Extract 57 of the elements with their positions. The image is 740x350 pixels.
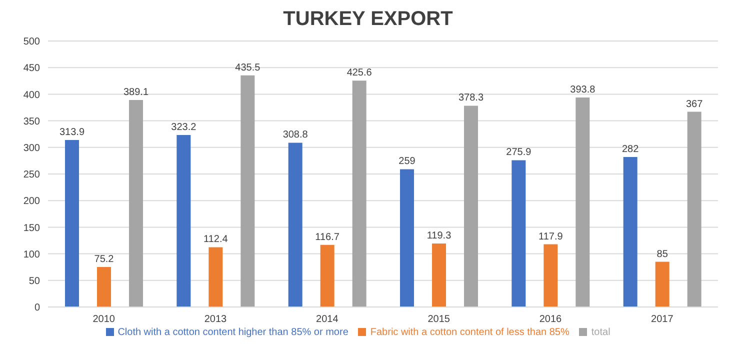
bar (512, 160, 526, 307)
bar (176, 135, 191, 307)
y-tick-label: 50 (28, 276, 40, 287)
data-label: 75.2 (94, 254, 114, 265)
data-label: 313.9 (59, 127, 85, 138)
data-label: 435.5 (235, 62, 261, 74)
legend-label: Cloth with a cotton content higher than 85% or more (118, 327, 348, 338)
y-tick-label: 400 (23, 90, 40, 101)
data-label: 116.7 (315, 232, 340, 243)
x-tick-label: 2017 (651, 314, 674, 326)
y-tick-label: 100 (23, 249, 40, 260)
bar (400, 169, 414, 307)
bar (576, 98, 590, 307)
y-tick-label: 350 (23, 116, 40, 128)
bar (288, 142, 302, 307)
y-tick-label: 450 (23, 63, 40, 74)
bar (464, 106, 478, 307)
bar (65, 140, 79, 307)
legend-label: Fabric with a cotton content of less than 85% (370, 327, 570, 338)
bar (623, 156, 638, 307)
y-tick-label: 0 (34, 302, 40, 314)
data-label: 119.3 (426, 230, 452, 242)
bar (544, 244, 558, 307)
data-label: 367 (686, 98, 704, 110)
data-label: 378.3 (458, 92, 484, 104)
data-label: 389.1 (123, 87, 149, 98)
bar (655, 262, 670, 307)
bar (432, 244, 446, 307)
data-label: 425.6 (346, 68, 372, 79)
bar (240, 75, 255, 307)
legend-label: total (591, 327, 610, 338)
y-tick-label: 300 (23, 142, 40, 154)
bar (352, 80, 366, 307)
data-label: 259 (398, 156, 416, 168)
x-tick-label: 2014 (316, 314, 339, 326)
data-label: 112.4 (204, 234, 228, 246)
data-label: 282 (622, 144, 640, 155)
bar (208, 247, 223, 307)
x-tick-label: 2016 (539, 314, 562, 326)
bar (320, 244, 334, 307)
data-label: 323.2 (171, 122, 197, 134)
x-tick-label: 2010 (92, 314, 116, 326)
y-tick-label: 200 (23, 196, 40, 208)
bar (129, 100, 143, 307)
x-tick-label: 2015 (428, 314, 450, 326)
data-label: 308.8 (282, 130, 308, 141)
data-label: 85 (656, 248, 668, 260)
bar (687, 112, 702, 307)
y-tick-label: 250 (23, 170, 40, 181)
data-label: 117.9 (538, 231, 564, 242)
bar (97, 266, 111, 307)
data-label: 393.8 (570, 84, 596, 96)
y-tick-label: 500 (23, 36, 40, 48)
chart-title: TURKEY EXPORT (282, 8, 454, 32)
y-tick-label: 150 (23, 222, 40, 234)
data-label: 275.9 (506, 147, 532, 158)
x-tick-label: 2013 (204, 314, 228, 326)
